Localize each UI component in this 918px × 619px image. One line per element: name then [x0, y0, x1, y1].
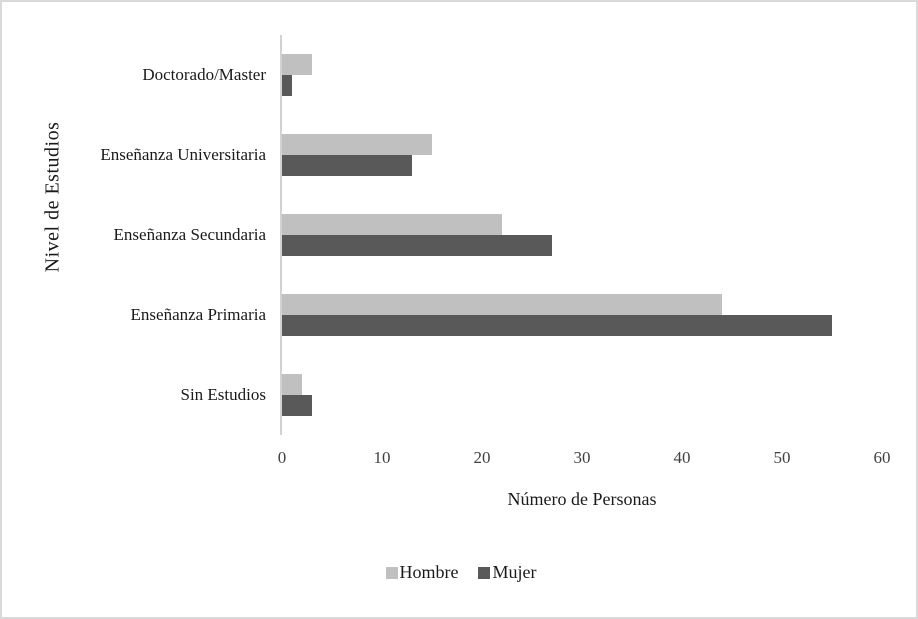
x-tick-label: 30: [573, 448, 591, 467]
category-label: Enseñanza Universitaria: [100, 145, 266, 164]
legend-swatch-icon: [385, 566, 398, 579]
legend-item-hombre: Hombre: [385, 562, 459, 583]
category-label: Doctorado/Master: [142, 65, 266, 84]
legend-label: Hombre: [399, 562, 459, 582]
x-tick-label: 20: [473, 448, 491, 467]
x-tick-label: 40: [673, 448, 691, 467]
x-tick-label: 60: [873, 448, 891, 467]
category-label: Enseñanza Primaria: [130, 305, 266, 324]
x-tick-label: 10: [373, 448, 391, 467]
x-axis-title: Número de Personas: [507, 489, 657, 509]
category-label: Sin Estudios: [180, 385, 267, 404]
bar-hombre: [282, 54, 312, 75]
y-axis-line: [280, 35, 282, 435]
bar-hombre: [282, 294, 722, 315]
legend: Hombre Mujer: [2, 562, 916, 583]
legend-item-mujer: Mujer: [478, 562, 536, 583]
legend-swatch-icon: [478, 566, 491, 579]
bar-mujer: [282, 395, 312, 416]
bar-mujer: [282, 155, 412, 176]
x-tick-label: 50: [773, 448, 791, 467]
bar-mujer: [282, 315, 832, 336]
bar-hombre: [282, 214, 502, 235]
legend-label: Mujer: [492, 562, 537, 582]
bar-mujer: [282, 75, 292, 96]
bar-hombre: [282, 374, 302, 395]
y-axis-title: Nivel de Estudios: [41, 121, 64, 273]
bar-mujer: [282, 235, 552, 256]
x-tick-label: 0: [277, 448, 287, 467]
category-label: Enseñanza Secundaria: [113, 225, 266, 244]
bar-hombre: [282, 134, 432, 155]
